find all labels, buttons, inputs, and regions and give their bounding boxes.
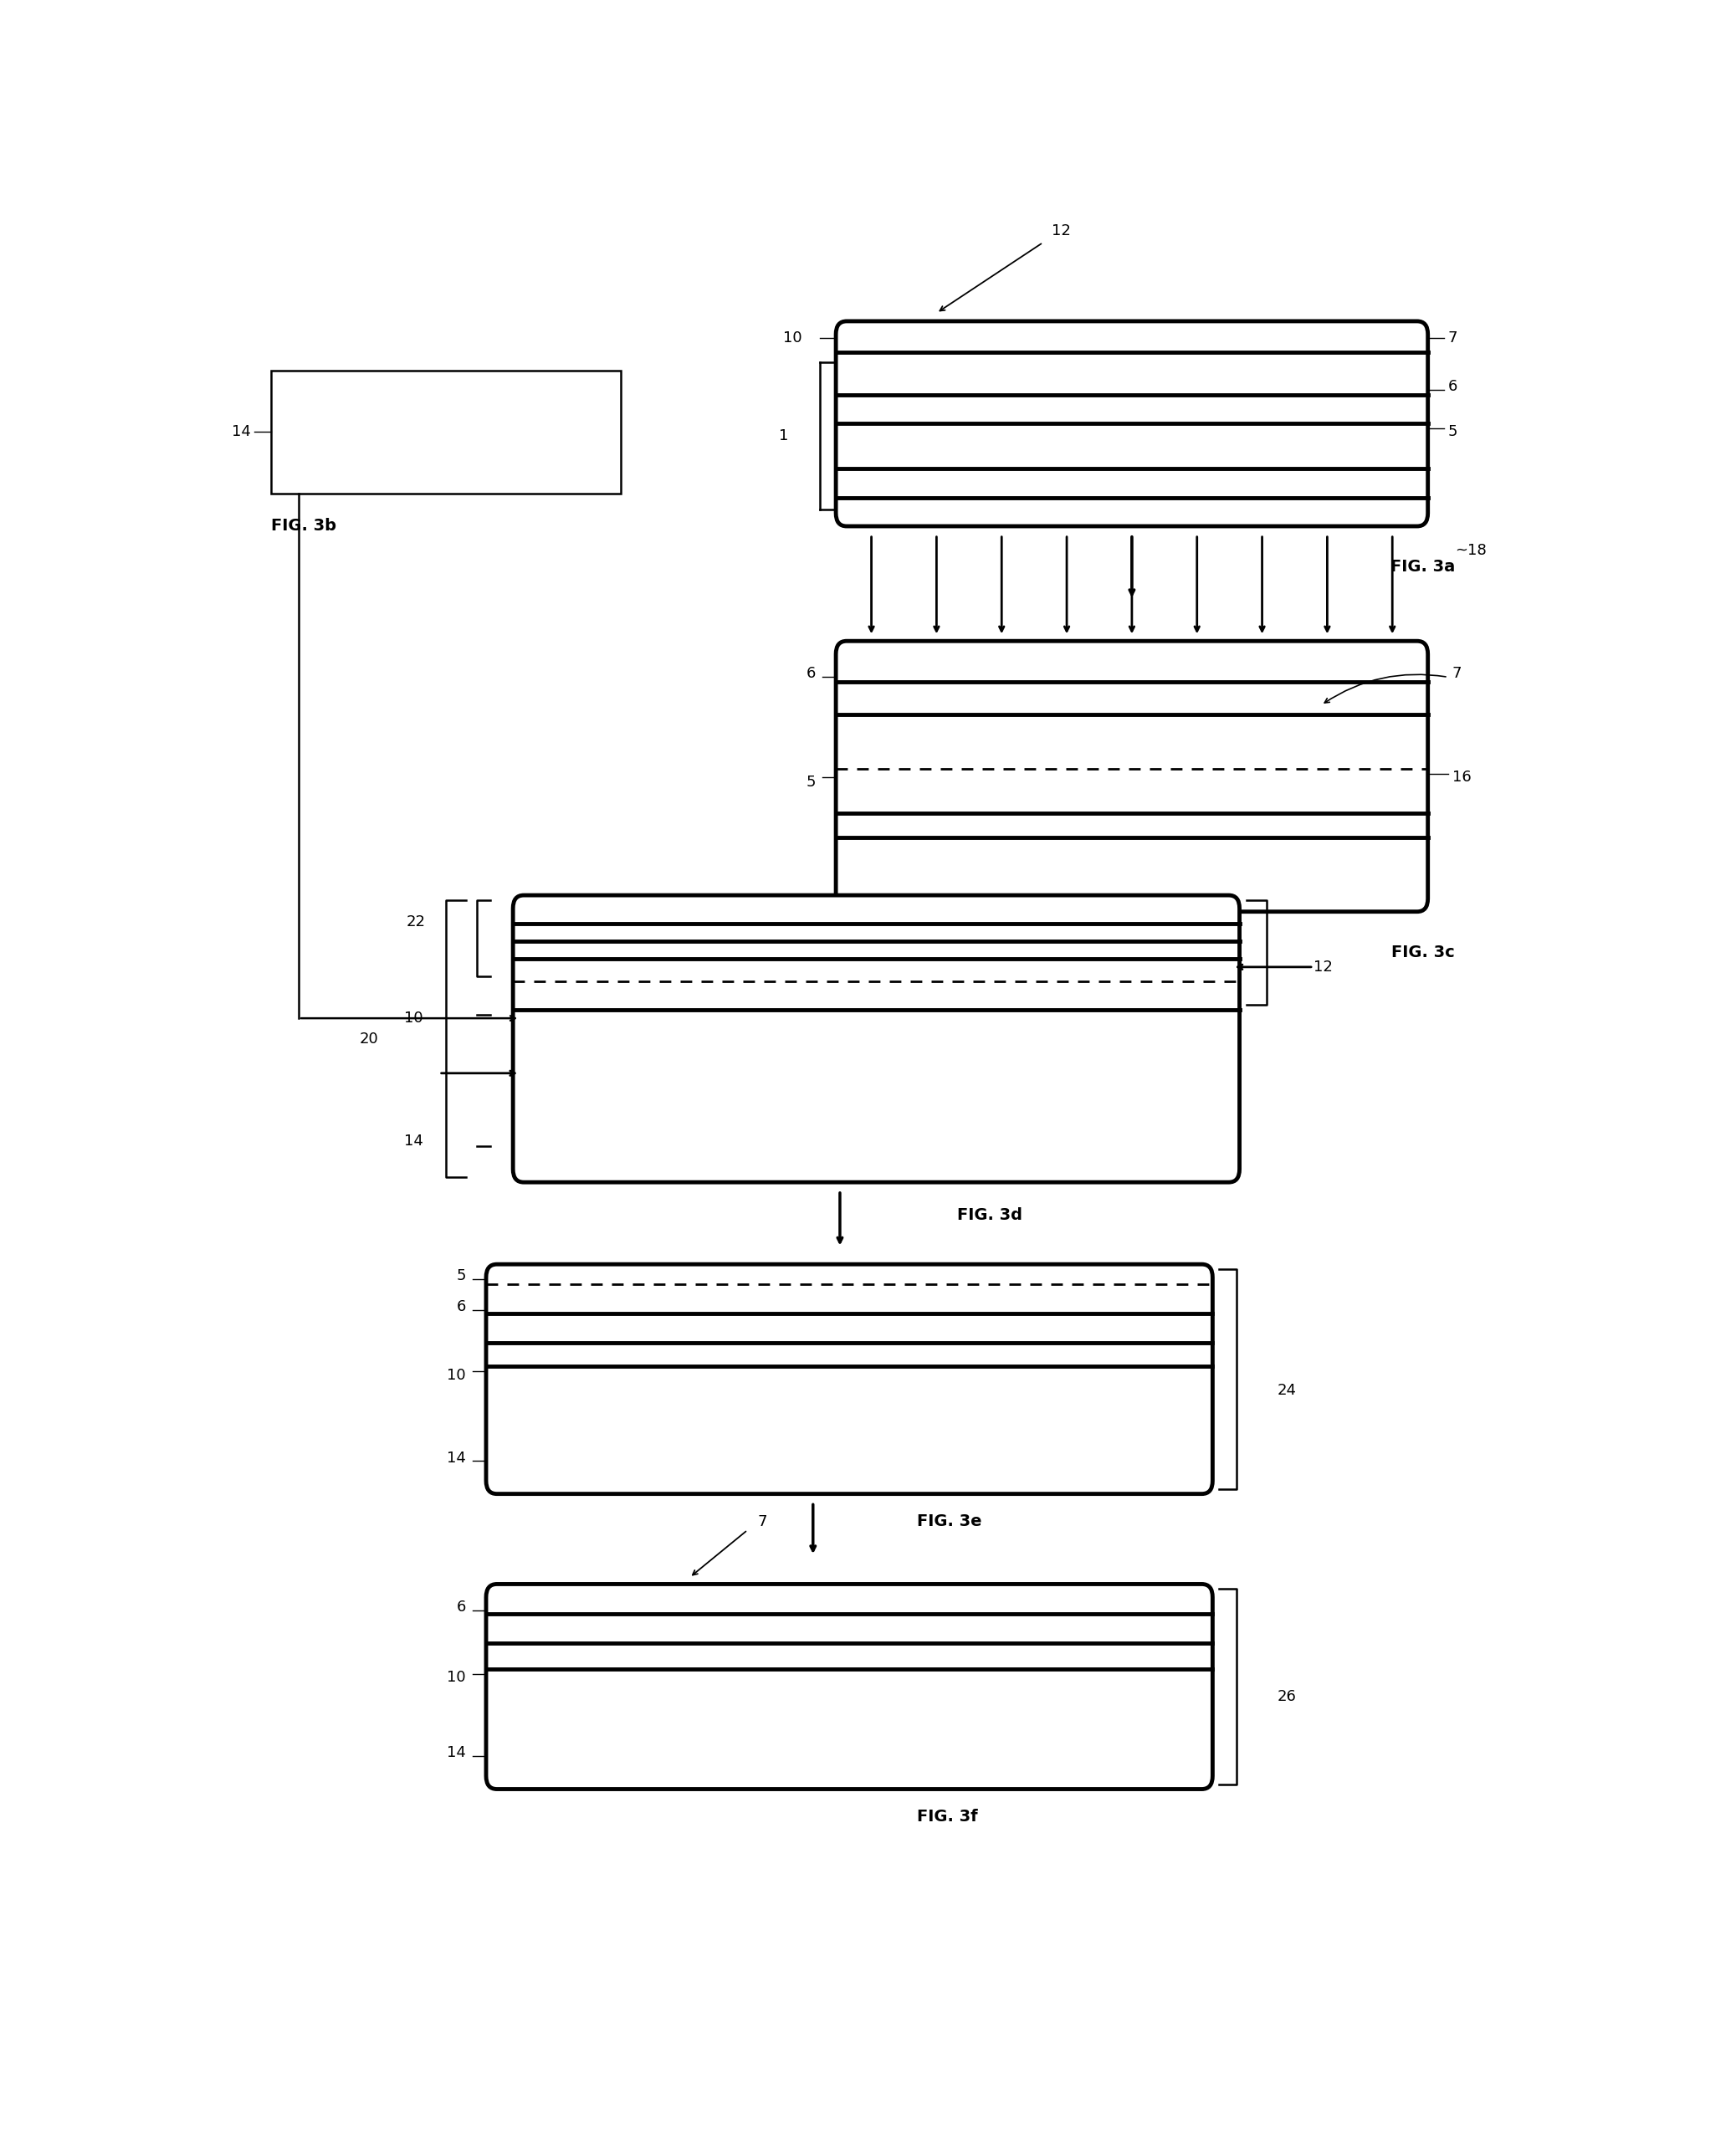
Text: 7: 7 [757, 1514, 767, 1529]
Text: 7: 7 [1451, 667, 1462, 682]
Bar [271, 371, 621, 494]
Text: FIG. 3b: FIG. 3b [271, 518, 337, 535]
Text: 10: 10 [446, 1367, 465, 1382]
Text: FIG. 3a: FIG. 3a [1391, 558, 1455, 575]
Text: FIG. 3d: FIG. 3d [957, 1208, 1023, 1223]
FancyBboxPatch shape [486, 1585, 1212, 1789]
Text: 14: 14 [446, 1744, 465, 1762]
Text: 6: 6 [806, 667, 816, 682]
Text: 14: 14 [404, 1133, 424, 1148]
Text: 12: 12 [1052, 224, 1071, 239]
Text: 7: 7 [1448, 330, 1458, 345]
Text: 12: 12 [1314, 958, 1333, 976]
Text: FIG. 3c: FIG. 3c [1391, 944, 1455, 961]
Text: 5: 5 [457, 1267, 465, 1282]
Text: 6: 6 [457, 1600, 465, 1615]
Text: FIG. 3e: FIG. 3e [917, 1514, 981, 1529]
Text: 24: 24 [1278, 1382, 1297, 1397]
Text: 16: 16 [1451, 769, 1470, 784]
Text: ~18: ~18 [1455, 543, 1486, 558]
Text: 5: 5 [1448, 424, 1458, 439]
Text: 1: 1 [779, 428, 788, 443]
FancyBboxPatch shape [837, 322, 1427, 526]
Text: 26: 26 [1278, 1689, 1297, 1704]
Text: 10: 10 [446, 1670, 465, 1685]
Text: 6: 6 [457, 1299, 465, 1314]
Text: 5: 5 [806, 775, 816, 790]
Text: 14: 14 [231, 424, 250, 439]
Text: 10: 10 [783, 330, 802, 345]
FancyBboxPatch shape [486, 1265, 1212, 1493]
FancyBboxPatch shape [837, 641, 1427, 912]
Text: 22: 22 [406, 914, 425, 929]
Text: 6: 6 [1448, 379, 1458, 394]
Text: 14: 14 [446, 1451, 465, 1465]
Text: 10: 10 [404, 1012, 424, 1027]
FancyBboxPatch shape [514, 895, 1240, 1182]
Text: FIG. 3f: FIG. 3f [917, 1808, 977, 1825]
Text: 20: 20 [359, 1031, 378, 1046]
